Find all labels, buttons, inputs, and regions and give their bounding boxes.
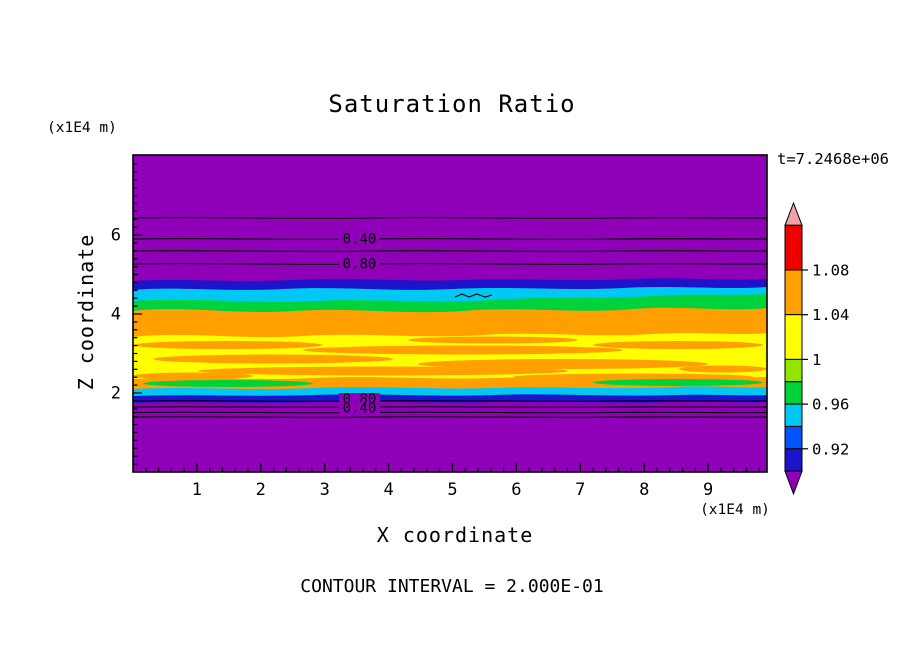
contour-line-0.40 [133,238,767,240]
plot-area: 0.40 0.80 [111,154,768,500]
colorbar-seg-blue [784,425,803,450]
streak [198,366,568,376]
contour-label-upper-040: 0.40 [343,232,377,248]
streak [593,379,763,386]
colorbar-seg-orange [784,269,803,316]
contour-label-lower-040: 0.40 [343,401,377,417]
contour-label-bg [339,402,380,415]
streak [133,341,323,349]
contour-label-bg [339,232,380,246]
x-tick-label: 7 [575,480,585,500]
y-tick-label: 6 [111,226,121,246]
y-tick-label: 2 [111,384,121,404]
orange-streaks [133,336,767,381]
streak [143,380,313,387]
lower-contour-lines [133,400,767,418]
colorbar-tip-high [784,201,803,226]
x-axis-unit-label: (x1E4 m) [700,502,770,518]
colorbar-label: 1 [812,351,821,369]
y-axis-unit-label: (x1E4 m) [47,120,117,136]
streak [303,345,623,355]
colorbar-label: 1.04 [812,306,849,324]
contour-line-0.80 [133,263,767,265]
green-streaks [143,379,763,387]
chart-title: Saturation Ratio [328,90,575,118]
colorbar-label: 1.08 [812,262,849,280]
x-tick-labels: 1 2 3 4 5 6 7 8 9 [192,480,713,500]
filled-contours: 0.40 0.80 [133,155,767,472]
colorbar-label: 0.96 [812,396,849,414]
colorbar-label: 0.92 [812,440,849,458]
colorbar-seg-navy [784,448,803,472]
colorbar-seg-green [784,381,803,405]
streak [418,359,708,369]
contour-label-bg [339,257,380,271]
contour-line-0.60-lower [133,406,767,408]
streak [133,372,253,380]
colorbar-labels: 1.08 1.04 1 0.96 0.92 [812,262,849,459]
x-tick-label: 5 [447,480,457,500]
y-axis-title: Z coordinate [74,234,98,391]
band-purple-bottom [133,401,767,472]
colorbar-tip-low [784,470,803,496]
contour-label-upper-080: 0.80 [343,257,377,273]
y-axis-ticks [133,163,142,465]
y-tick-label: 4 [111,305,121,325]
x-tick-label: 4 [383,480,393,500]
contour-squiggle-1.00 [454,293,493,298]
streak [153,354,393,364]
streak [408,336,578,344]
contour-line-0.40-lower [133,411,767,414]
x-tick-label: 3 [320,480,330,500]
time-annotation: t=7.2468e+06 [777,150,889,168]
streak [593,341,763,349]
contour-line-0.60 [133,250,767,252]
colorbar-seg-cyan [784,403,803,427]
x-tick-label: 8 [639,480,649,500]
contour-line-0.20-lower [133,416,767,418]
y-tick-labels: 6 4 2 [111,226,121,404]
x-axis-ticks [145,463,760,472]
contour-interval-label: CONTOUR INTERVAL = 2.000E-01 [300,576,603,597]
colorbar: 1.08 1.04 1 0.96 0.92 [784,201,849,496]
streak [679,365,767,373]
contour-line-0.80-lower [133,400,767,402]
contour-line-0.20 [133,217,767,219]
x-axis-title: X coordinate [377,523,534,547]
x-tick-label: 2 [256,480,266,500]
x-tick-label: 9 [703,480,713,500]
x-tick-label: 6 [511,480,521,500]
x-tick-label: 1 [192,480,202,500]
colorbar-seg-yellow [784,314,803,360]
colorbar-seg-chartreuse [784,358,803,383]
colorbar-ticks [802,269,808,450]
upper-contour-lines [133,217,767,265]
colorbar-seg-red [784,224,803,271]
